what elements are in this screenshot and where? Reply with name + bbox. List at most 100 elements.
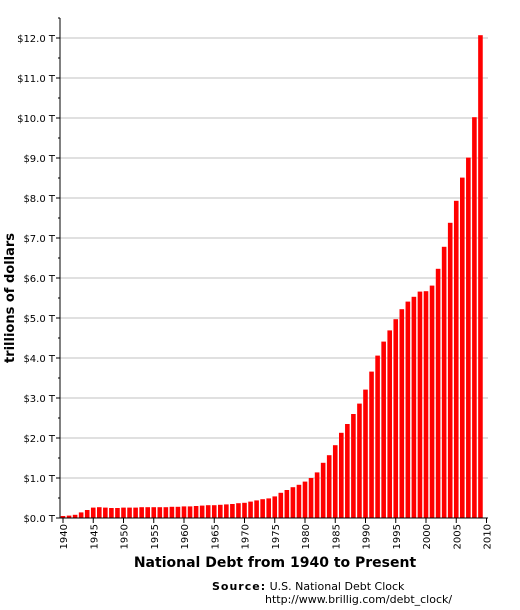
- bar: [369, 371, 374, 518]
- bar: [72, 514, 78, 518]
- bar: [466, 157, 471, 518]
- bar: [97, 507, 102, 518]
- x-tick-label: 1995: [392, 524, 403, 549]
- bar: [441, 246, 447, 519]
- bar: [453, 200, 459, 519]
- bar: [290, 487, 296, 518]
- x-tick-label: 1985: [331, 524, 342, 549]
- bar: [393, 319, 399, 518]
- bar: [447, 222, 453, 519]
- y-tick-label: $6.0 T: [23, 274, 55, 285]
- y-tick-label: $8.0 T: [23, 194, 55, 205]
- axes: [56, 17, 488, 523]
- bar: [423, 291, 429, 518]
- x-tick-label: 1945: [89, 524, 100, 549]
- bar: [405, 301, 411, 518]
- bars: [60, 35, 483, 519]
- bar: [326, 455, 332, 518]
- bar: [224, 504, 229, 518]
- bar: [211, 505, 217, 518]
- bar: [435, 268, 441, 518]
- bar: [332, 445, 338, 518]
- y-tick-label: $5.0 T: [23, 314, 55, 325]
- bar: [133, 507, 138, 518]
- y-tick-label: $4.0 T: [23, 354, 55, 365]
- bar: [230, 504, 235, 518]
- bar: [145, 507, 150, 518]
- x-tick-label: 1950: [120, 524, 131, 549]
- y-tick-label: $9.0 T: [23, 154, 55, 165]
- bar: [248, 501, 253, 518]
- bar: [242, 502, 247, 518]
- bar: [460, 177, 465, 518]
- bar: [381, 341, 386, 518]
- bar: [308, 478, 314, 518]
- source-name: U.S. National Debt Clock: [269, 580, 405, 593]
- bar: [66, 515, 72, 518]
- bar: [351, 414, 356, 518]
- bar: [199, 505, 205, 518]
- bar: [205, 505, 211, 518]
- x-tick-label: 1940: [59, 524, 70, 549]
- y-tick-label: $3.0 T: [23, 394, 55, 405]
- bar: [163, 507, 169, 518]
- x-tick-label: 2005: [452, 524, 463, 549]
- bar: [472, 117, 477, 518]
- bar: [187, 506, 193, 518]
- source-url: http://www.brillig.com/debt_clock/: [265, 593, 453, 606]
- source-note: Source: U.S. National Debt Clock http://…: [212, 580, 452, 606]
- bar: [357, 403, 362, 518]
- x-tick-label: 1970: [241, 524, 252, 549]
- bar: [284, 490, 290, 518]
- bar: [266, 498, 271, 518]
- bar: [169, 506, 175, 518]
- chart-title: National Debt from 1940 to Present: [133, 555, 417, 571]
- y-tick-label: $7.0 T: [23, 234, 55, 245]
- bar: [121, 507, 126, 518]
- bar: [314, 472, 320, 518]
- bar: [429, 285, 435, 518]
- x-tick-labels: 1940 1945 1950 1955 1960 1965 1970 1975 1980 1985…: [59, 524, 494, 549]
- x-tick-label: 1980: [301, 524, 312, 549]
- bar: [60, 516, 66, 518]
- x-tick-label: 1990: [362, 524, 373, 549]
- bar: [236, 503, 241, 518]
- x-tick-label: 2010: [483, 524, 494, 549]
- bar: [272, 496, 278, 518]
- bar: [345, 424, 350, 518]
- bar: [302, 481, 308, 518]
- bar: [363, 389, 368, 518]
- bar: [411, 296, 417, 518]
- bar: [151, 507, 157, 518]
- bar: [399, 309, 405, 518]
- x-tick-label: 1975: [271, 524, 282, 549]
- bar: [84, 510, 90, 518]
- bar: [417, 291, 423, 518]
- bar: [387, 330, 392, 518]
- bar: [478, 35, 483, 518]
- y-tick-label: $10.0 T: [17, 114, 56, 125]
- bar: [193, 506, 199, 518]
- y-tick-label: $1.0 T: [23, 474, 55, 485]
- bar: [175, 506, 181, 518]
- source-label: Source:: [212, 580, 267, 593]
- bar: [375, 355, 380, 518]
- bar: [109, 508, 114, 518]
- y-tick-label: $11.0 T: [17, 74, 56, 85]
- gridlines: [60, 37, 488, 479]
- bar: [278, 492, 284, 518]
- x-tick-label: 2000: [422, 524, 433, 549]
- bar: [296, 484, 302, 518]
- bar: [90, 507, 96, 518]
- bar: [78, 512, 84, 518]
- x-tick-label: 1960: [180, 524, 191, 549]
- bar: [181, 506, 187, 518]
- bar: [157, 507, 163, 518]
- bar: [320, 462, 326, 518]
- y-axis-label: trillions of dollars: [3, 233, 18, 363]
- bar: [103, 507, 108, 518]
- bar: [139, 507, 144, 518]
- y-tick-label: $2.0 T: [23, 434, 55, 445]
- x-tick-label: 1965: [210, 524, 221, 549]
